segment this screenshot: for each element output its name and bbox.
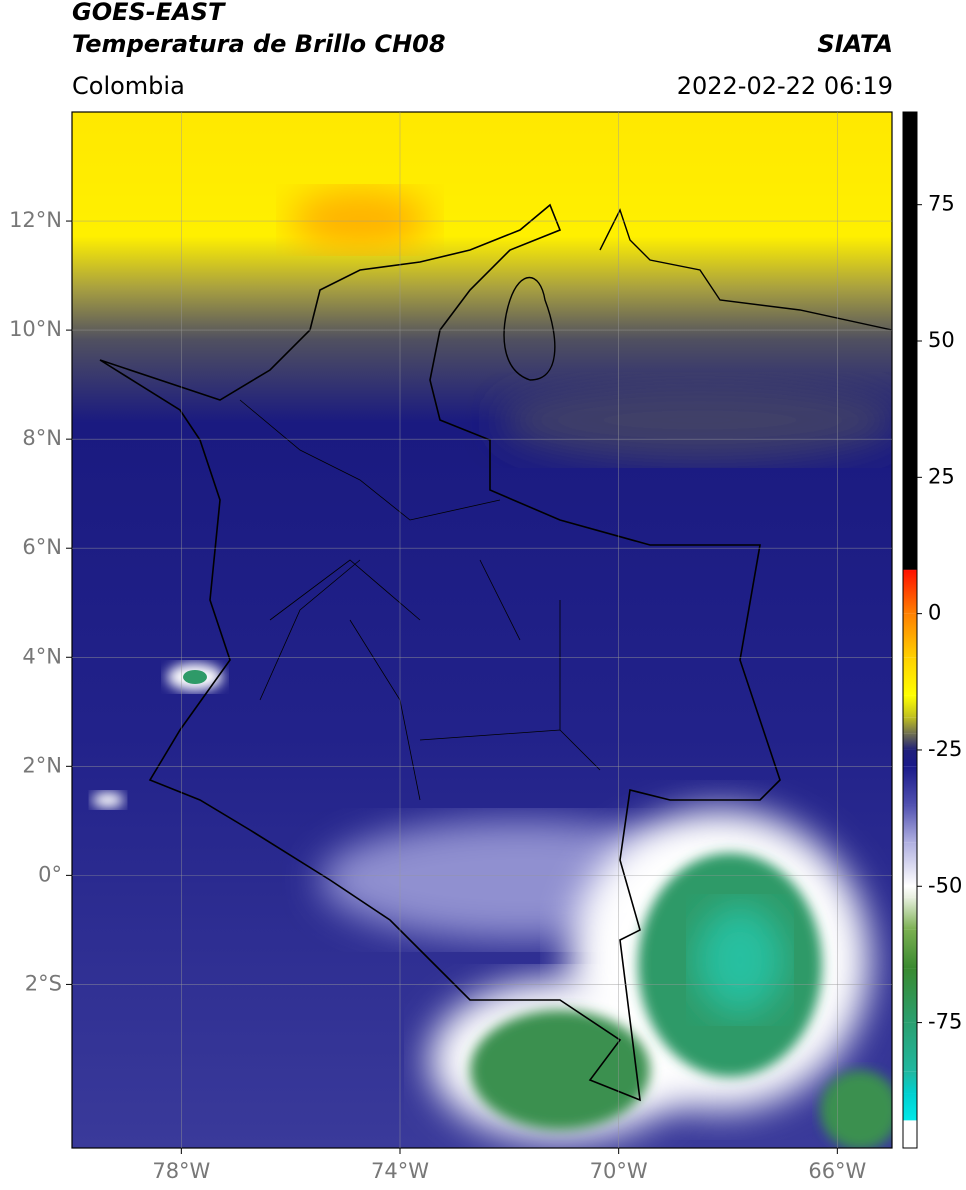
colorbar-tick-label: -75 — [928, 1010, 962, 1034]
colorbar-segment — [903, 695, 917, 718]
colorbar-segment — [903, 929, 917, 969]
colorbar-tick-label: 25 — [928, 464, 955, 488]
y-tick-label: 8°N — [22, 426, 62, 450]
colorbar-segment — [903, 112, 917, 570]
colorbar-segment — [903, 1093, 917, 1121]
title: GOES-EAST — [72, 0, 225, 26]
subtitle: Temperatura de Brillo CH08 — [72, 30, 446, 58]
colorbar-segment — [903, 733, 917, 750]
colorbar-segment — [903, 968, 917, 1023]
y-tick-label: 10°N — [9, 317, 62, 341]
colorbar-tick-label: -50 — [928, 873, 962, 897]
satellite-image — [72, 112, 892, 1148]
colorbar-tick-label: 50 — [928, 328, 955, 352]
x-tick-label: 74°W — [371, 1159, 429, 1183]
x-tick-label: 70°W — [590, 1159, 648, 1183]
y-tick-label: 2°N — [22, 753, 62, 777]
x-tick-label: 78°W — [152, 1159, 210, 1183]
source: SIATA — [817, 30, 893, 58]
map-frame — [71, 111, 893, 1149]
colorbar-segment — [903, 1120, 917, 1148]
colorbar-segment — [903, 842, 917, 887]
region: Colombia — [72, 72, 185, 100]
y-tick-label: 0° — [38, 862, 62, 886]
x-tick-label: 66°W — [808, 1159, 866, 1183]
colorbar-segment — [903, 613, 917, 658]
colorbar-segment — [903, 886, 917, 898]
y-tick-label: 2°S — [25, 971, 62, 995]
colorbar-segment — [903, 657, 917, 696]
colorbar-segment — [903, 570, 917, 614]
colorbar-segment — [903, 804, 917, 843]
colorbar-tick-label: 75 — [928, 192, 955, 216]
colorbar-frame — [902, 111, 918, 1149]
colorbar-segment — [903, 897, 917, 930]
colorbar-segment — [903, 717, 917, 734]
colorbar-segment — [903, 766, 917, 805]
colorbar-segment — [903, 1120, 917, 1121]
colorbar-segment — [903, 1071, 917, 1094]
colorbar-segment — [903, 1022, 917, 1072]
y-tick-label: 12°N — [9, 208, 62, 232]
colorbar-segment — [903, 569, 917, 571]
colorbar-segment — [903, 749, 917, 767]
y-tick-label: 4°N — [22, 644, 62, 668]
colorbar-tick-label: -25 — [928, 737, 962, 761]
y-tick-label: 6°N — [22, 535, 62, 559]
datetime: 2022-02-22 06:19 — [676, 72, 893, 100]
colorbar-tick-label: 0 — [928, 601, 941, 625]
